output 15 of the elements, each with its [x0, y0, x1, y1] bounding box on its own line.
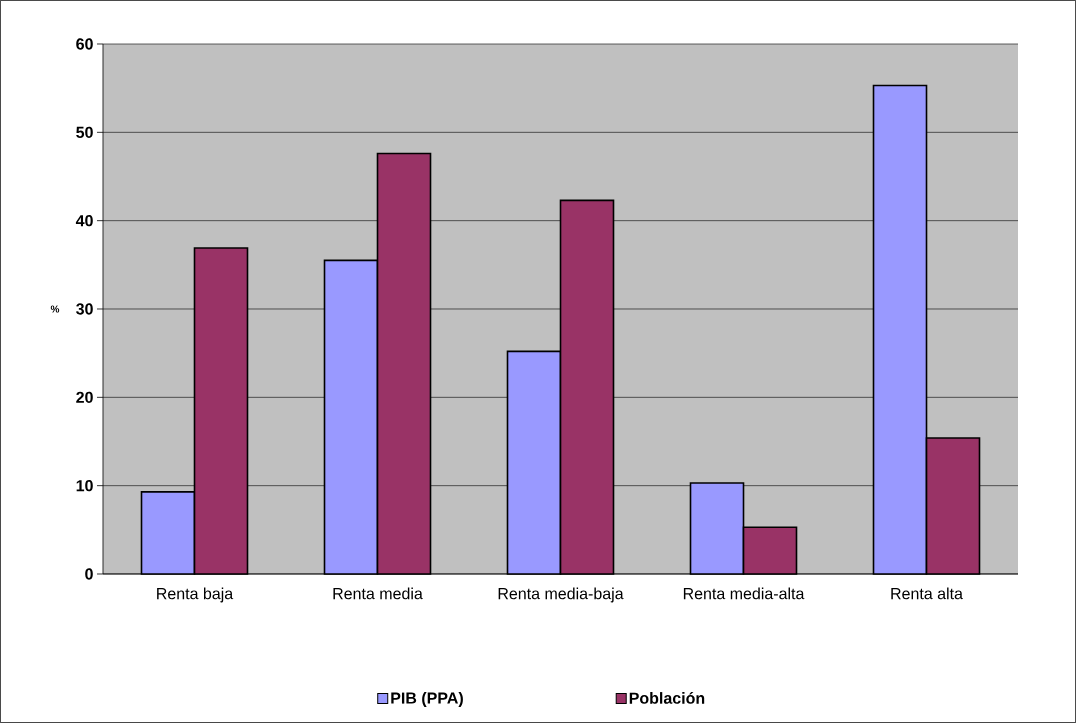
legend-label: Población — [629, 691, 705, 704]
x-tick-label: Renta media-alta — [683, 587, 805, 600]
y-tick-label: 20 — [76, 391, 93, 403]
y-tick-label: 50 — [76, 126, 93, 138]
x-tick-label: Renta media — [333, 587, 423, 600]
y-axis-title: % — [50, 305, 60, 313]
y-tick-label: 0 — [85, 568, 93, 580]
x-tick-label: Renta alta — [891, 587, 963, 600]
y-tick-label: 10 — [76, 480, 93, 492]
y-tick-label: 30 — [76, 303, 93, 315]
legend-label: PIB (PPA) — [391, 692, 463, 707]
y-tick-label: 60 — [76, 38, 93, 50]
x-tick-label: Renta media-baja — [498, 587, 624, 603]
y-tick-label: 40 — [75, 215, 93, 227]
x-tick-label: Renta baja — [157, 587, 234, 603]
